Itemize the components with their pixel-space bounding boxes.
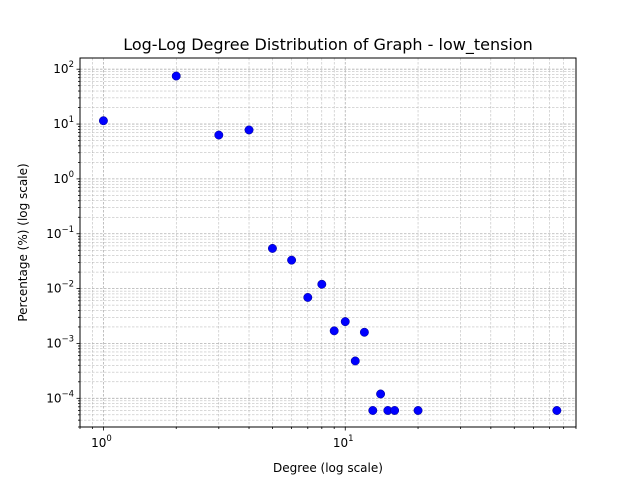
x-axis-label: Degree (log scale) — [273, 461, 383, 475]
data-point — [303, 293, 313, 302]
data-point — [359, 327, 369, 337]
data-point — [413, 406, 423, 415]
y-tick-label: 10−3 — [46, 334, 74, 350]
data-point — [376, 389, 386, 399]
chart-title: Log-Log Degree Distribution of Graph - l… — [123, 35, 533, 55]
y-tick-label: 101 — [53, 115, 74, 131]
data-point — [390, 406, 400, 415]
data-point — [244, 125, 254, 135]
data-point — [214, 130, 224, 140]
data-point — [329, 326, 339, 336]
x-tick-label: 100 — [91, 434, 112, 450]
axis-ticks: 100 101 102 101 100 10−1 10−2 10−3 10−4 — [46, 60, 577, 450]
data-point — [317, 279, 327, 289]
y-tick-label: 10−2 — [46, 280, 74, 296]
data-point — [98, 116, 108, 126]
x-tick-label: 101 — [333, 434, 354, 450]
data-point — [350, 356, 360, 366]
y-tick-label: 102 — [53, 60, 74, 76]
y-tick-label: 100 — [53, 170, 74, 186]
y-tick-label: 10−4 — [46, 389, 74, 405]
data-point — [287, 255, 297, 265]
y-tick-label: 10−1 — [46, 225, 74, 241]
data-point — [268, 243, 277, 253]
data-point — [340, 317, 350, 327]
data-point — [368, 406, 378, 415]
data-point — [171, 71, 181, 81]
y-axis-label: Percentage (%) (log scale) — [16, 163, 30, 321]
data-points — [98, 71, 562, 415]
data-point — [552, 406, 562, 415]
